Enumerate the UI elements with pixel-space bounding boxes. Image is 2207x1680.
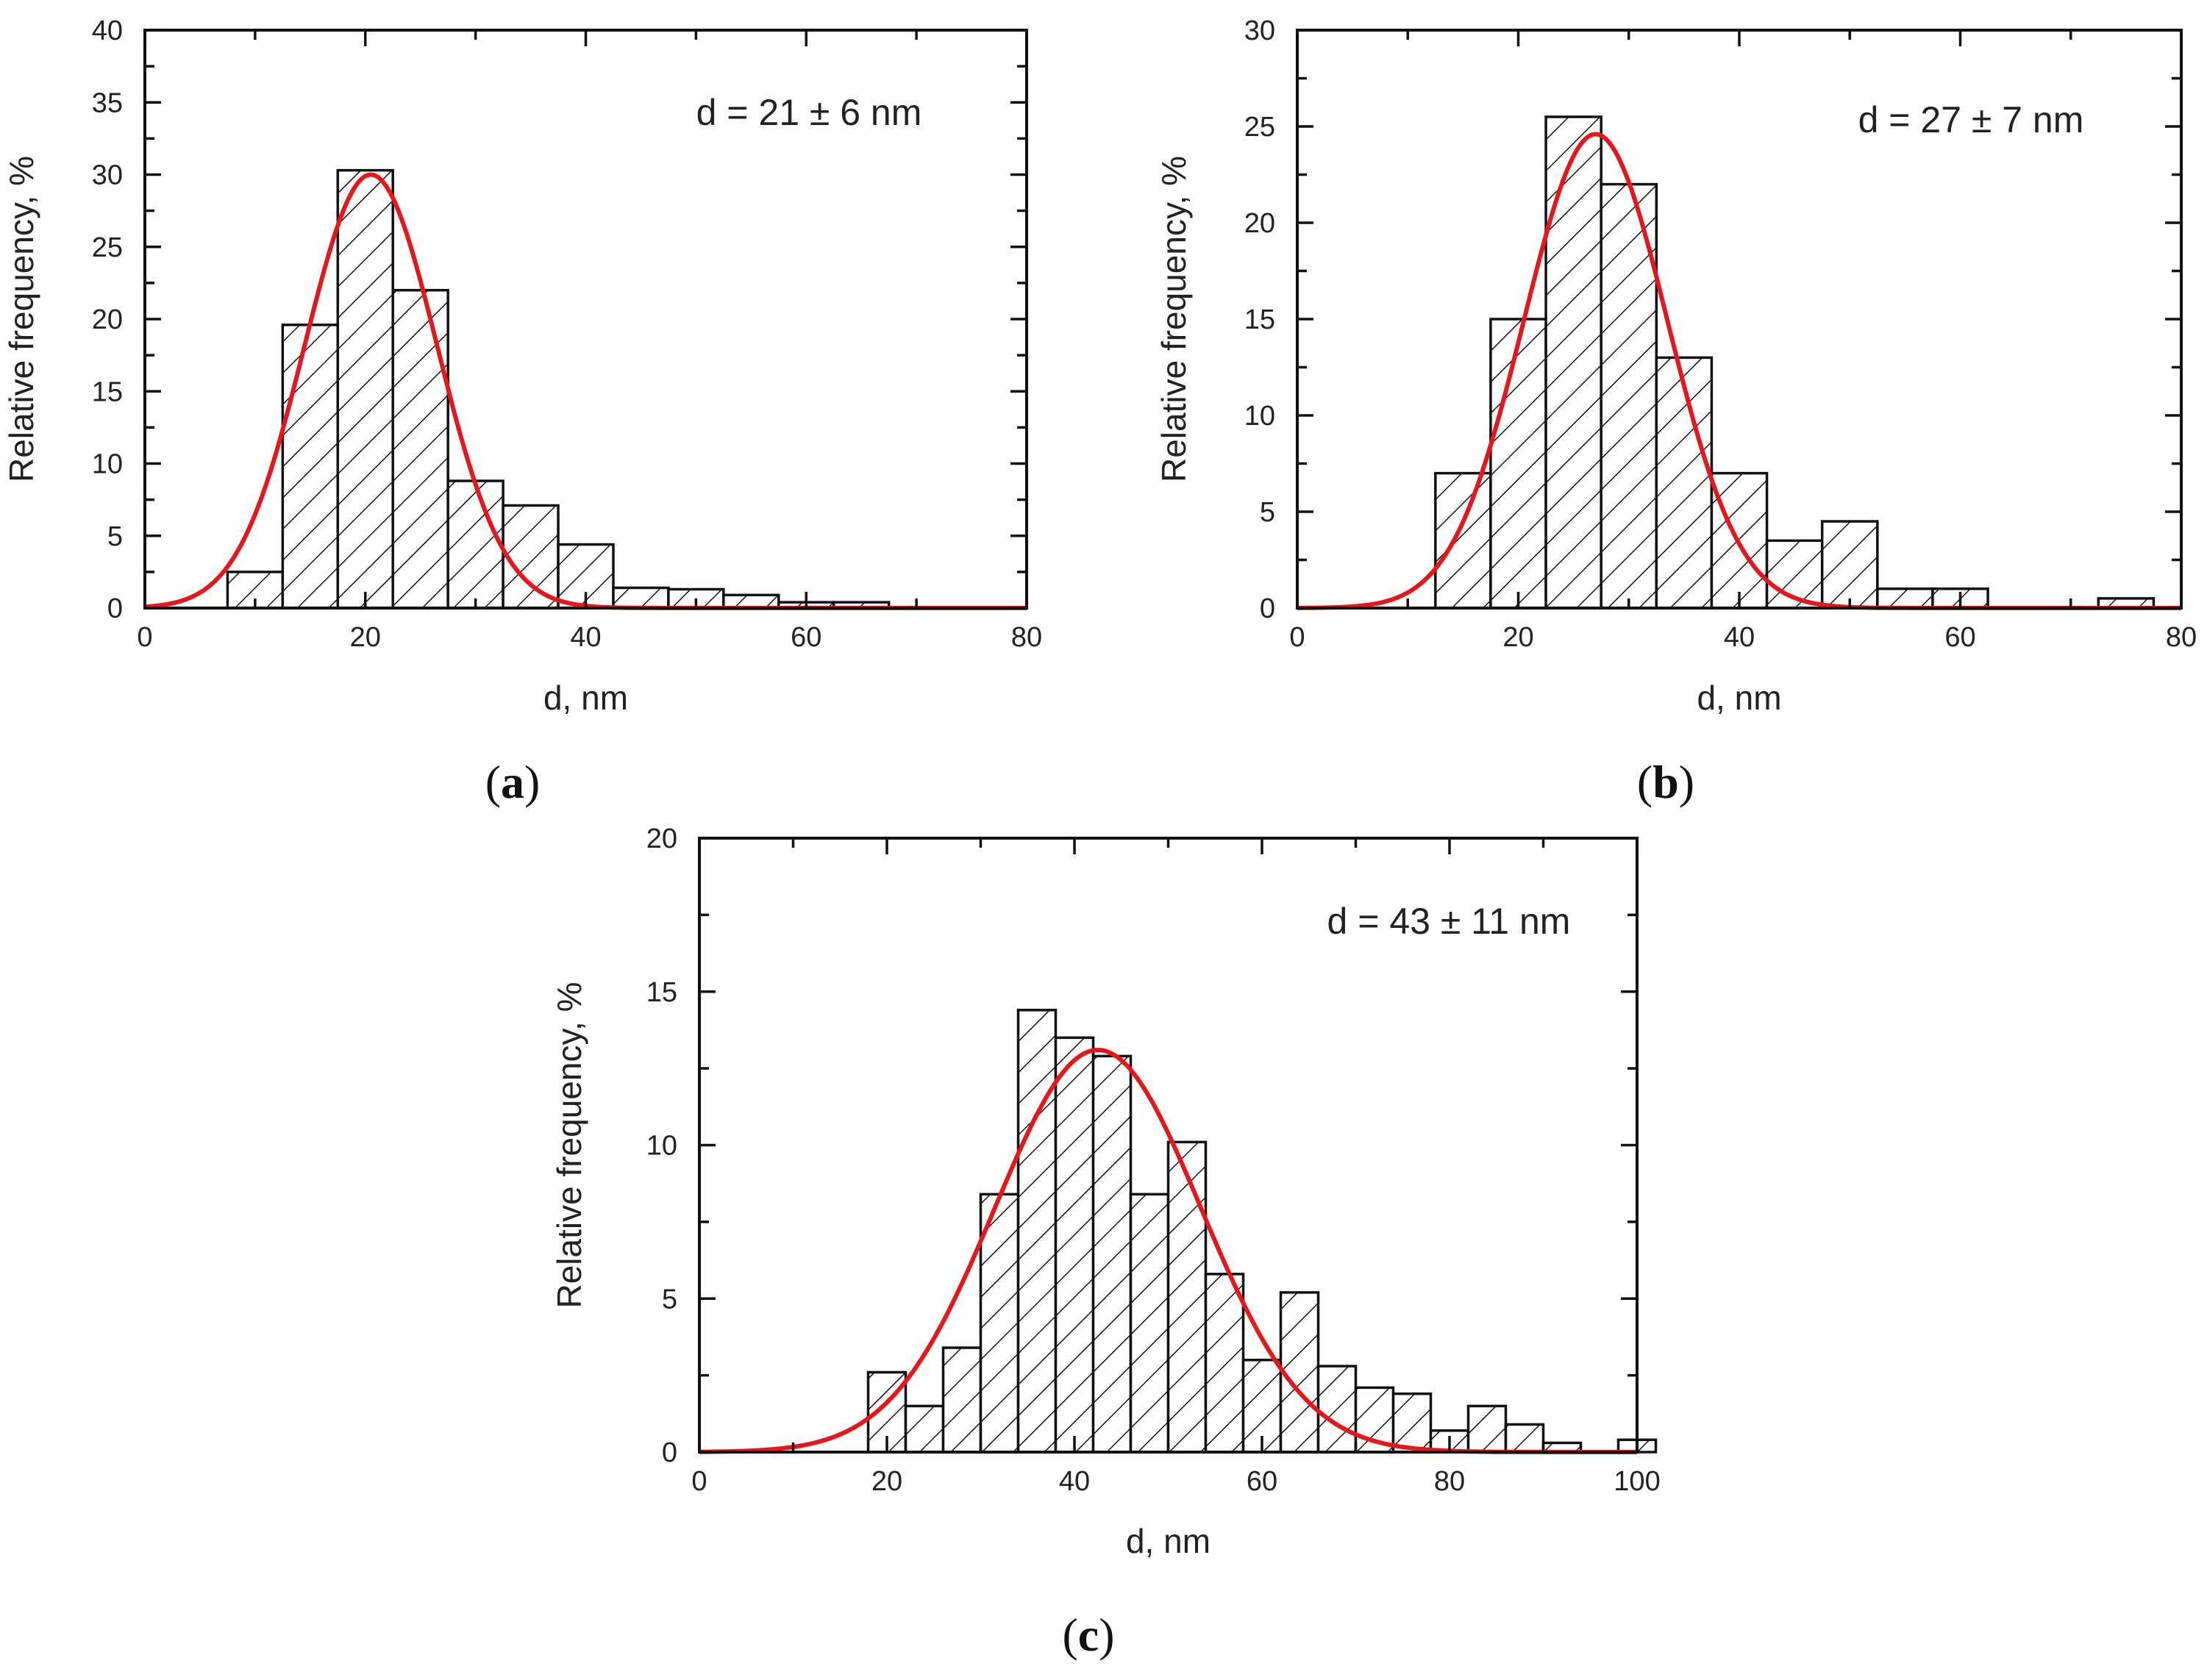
mean-size-annotation: d = 43 ± 11 nm [1327,901,1571,942]
histogram-bar [1016,1009,1058,1454]
y-tick-label: 10 [92,449,123,480]
y-tick-label: 40 [92,15,123,46]
mean-size-annotation: d = 21 ± 6 nm [696,92,922,133]
histogram-bar [1054,1036,1095,1454]
x-tick-label: 0 [691,1466,707,1497]
x-tick-label: 20 [350,622,381,653]
x-tick-label: 40 [1059,1466,1090,1497]
x-tick-label: 80 [2166,622,2197,653]
y-tick-label: 5 [662,1284,677,1315]
y-tick-label: 15 [646,977,677,1008]
y-tick-label: 5 [1260,497,1275,528]
mean-size-annotation: d = 27 ± 7 nm [1858,99,2084,140]
y-tick-label: 10 [646,1131,677,1162]
y-tick-label: 20 [646,823,677,854]
y-axis-title: Relative frequency, % [2,156,40,482]
panel-b: 0 20 40 60 80 0 5 10 15 20 25 30 d, nm Relative frequ… [1155,15,2197,808]
x-tick-label: 60 [1247,1466,1277,1497]
x-tick-label: 80 [1011,622,1042,653]
panel-label-letter: b [1652,756,1679,808]
histogram-bar [1204,1273,1245,1454]
histogram-bar [1655,356,1714,610]
y-tick-label: 25 [1244,112,1275,143]
x-tick-label: 100 [1614,1466,1660,1497]
x-axis-title: d, nm [543,679,628,717]
x-tick-label: 40 [570,622,601,653]
histogram-bar [1434,471,1492,610]
histogram-bar [1166,1140,1208,1454]
panel-label-letter: a [501,756,524,808]
histogram-bar [1129,1193,1170,1454]
histogram-bar [1820,520,1879,610]
y-tick-label: 20 [1244,208,1275,239]
y-tick-label: 0 [1260,593,1275,624]
x-tick-label: 60 [791,622,821,653]
y-tick-label: 0 [107,593,123,624]
y-tick-label: 30 [92,160,123,191]
y-tick-label: 20 [92,304,123,335]
y-tick-label: 5 [107,521,123,552]
panel-label: (b) [1637,756,1694,808]
histogram-bar [1279,1291,1320,1454]
x-tick-label: 60 [1944,622,1975,653]
histogram-bar [1876,587,1934,610]
y-tick-label: 15 [1244,304,1275,335]
histogram-bar [1504,1423,1545,1454]
y-axis-title: Relative frequency, % [1155,156,1193,482]
gaussian-fit-curve [144,172,1027,610]
histogram-bar [904,1404,945,1454]
x-axis-title: d, nm [1126,1522,1211,1560]
y-tick-label: 25 [92,232,123,263]
histogram-bar [281,324,340,610]
histogram-bar [1466,1404,1508,1454]
histogram-bar [502,504,560,610]
y-tick-label: 15 [92,376,123,407]
x-tick-label: 80 [1434,1466,1465,1497]
panel-c: 0 20 40 60 80 100 0 5 10 15 20 d, nm Relative freque… [550,823,1661,1661]
x-tick-label: 0 [137,622,152,653]
panel-label: (c) [1062,1609,1114,1661]
panel-label: (a) [485,756,541,808]
histogram-bar [1544,115,1602,610]
histogram-bar [446,479,504,610]
histogram-bar [1316,1365,1358,1454]
x-tick-label: 20 [1502,622,1533,653]
y-tick-label: 30 [1244,15,1275,46]
histogram-bar [941,1346,983,1454]
x-tick-label: 0 [1289,622,1305,653]
histogram-bar [1489,318,1547,610]
histogram-bar [612,586,670,610]
panel-label-letter: c [1078,1609,1099,1661]
histogram-bar [336,168,394,610]
y-axis-title: Relative frequency, % [550,982,588,1308]
panel-a: 0 20 40 60 80 0 5 10 15 20 25 30 35 40 d, nm Relative f… [2,15,1042,808]
y-tick-label: 35 [92,87,123,118]
histogram-bar [1391,1392,1433,1454]
y-tick-label: 10 [1244,401,1275,432]
x-tick-label: 40 [1724,622,1755,653]
histogram-bar [1091,1054,1133,1454]
histogram-bar [391,288,449,610]
y-tick-label: 0 [662,1437,677,1468]
x-axis-title: d, nm [1697,679,1781,717]
x-tick-label: 20 [871,1466,902,1497]
